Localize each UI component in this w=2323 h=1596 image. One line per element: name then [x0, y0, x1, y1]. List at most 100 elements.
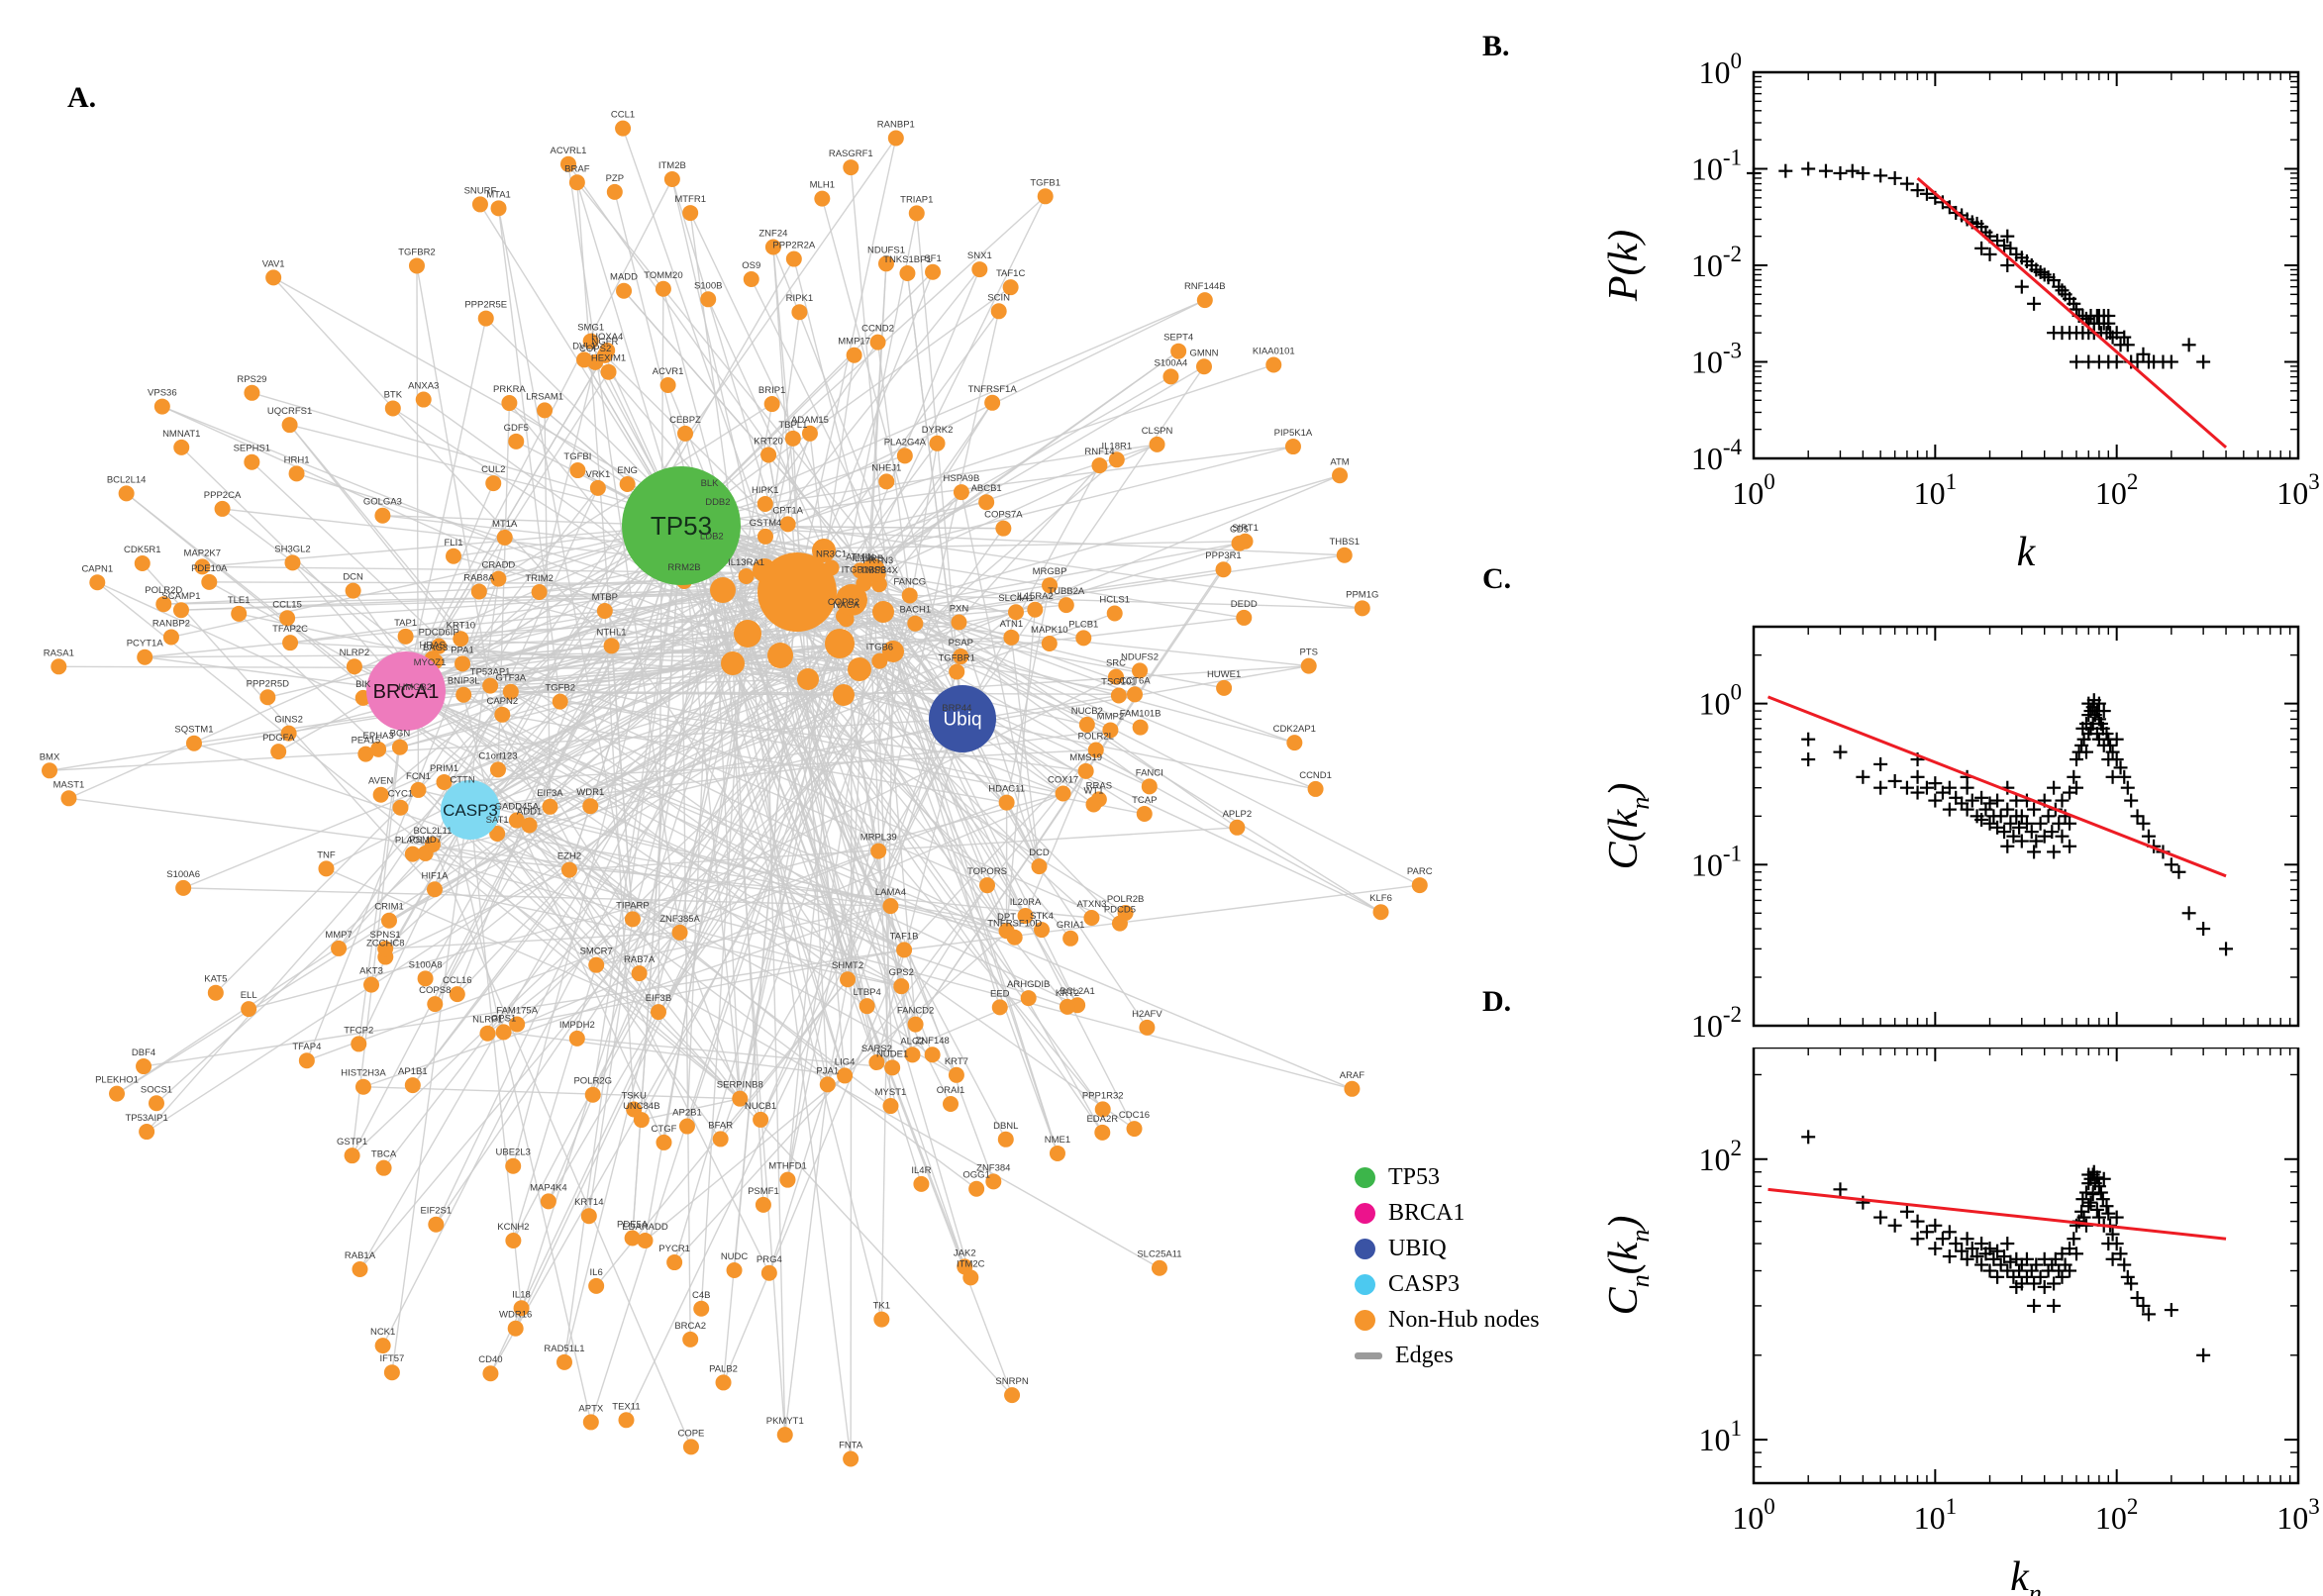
- node-label: IFT57: [379, 1353, 404, 1364]
- network-node: [877, 255, 894, 272]
- node-label: C4B: [692, 1290, 710, 1301]
- edge: [680, 446, 1294, 527]
- edge: [592, 525, 682, 1095]
- edge: [850, 599, 853, 1459]
- network-node: [896, 448, 913, 464]
- edge: [786, 643, 841, 1180]
- edge: [877, 311, 1000, 851]
- network-node: [201, 573, 218, 590]
- edge: [444, 748, 1096, 783]
- edge: [351, 690, 407, 1156]
- network-node: [678, 1118, 695, 1135]
- edge: [763, 569, 971, 1278]
- network-node: [943, 1096, 960, 1113]
- node-label: CRADD: [482, 560, 516, 571]
- node-label: GRIA1: [1057, 920, 1085, 931]
- tick-label: 10-2: [1691, 1002, 1742, 1044]
- node-label: ACVR1: [653, 366, 684, 377]
- node-label: APLP2: [1223, 809, 1253, 820]
- network-node: [869, 334, 886, 350]
- network-node: [372, 786, 389, 803]
- edge: [251, 461, 491, 687]
- network-node: [870, 843, 887, 859]
- node-label: EIF3B: [646, 993, 671, 1004]
- edge: [844, 884, 988, 1076]
- edge: [306, 801, 1007, 1061]
- network-node: [259, 689, 276, 706]
- node-label: LIG4: [835, 1056, 856, 1067]
- network-node: [978, 877, 995, 894]
- node-label: PDCD6IP: [419, 628, 459, 639]
- edge: [763, 569, 1071, 940]
- node-label: DPT: [997, 912, 1016, 923]
- network-node: [776, 1427, 793, 1444]
- edge: [405, 633, 749, 692]
- node-label: TAF1B: [890, 931, 919, 942]
- node-label: MAP2K7: [184, 548, 222, 558]
- node-label: GDF5: [504, 423, 529, 434]
- network-node: [415, 391, 432, 408]
- edge: [623, 290, 958, 672]
- node-label: SQSTM1: [174, 725, 213, 736]
- network-node: [843, 1450, 859, 1467]
- edge: [827, 979, 849, 1085]
- network-node: [241, 1001, 257, 1018]
- edge: [503, 792, 1063, 1034]
- network-node: [990, 303, 1007, 320]
- node-label: IL18R1: [1101, 441, 1132, 451]
- legend-item: CASP3: [1355, 1271, 1540, 1298]
- network-node: [738, 567, 755, 584]
- node-label: PDE5A: [617, 1219, 649, 1230]
- network-node: [162, 629, 179, 646]
- network-node: [560, 861, 577, 878]
- network-node: [1372, 904, 1389, 921]
- node-label: NDUFS1: [867, 245, 905, 255]
- edge: [145, 656, 407, 692]
- node-label: ARHGDIB: [1007, 979, 1050, 990]
- network-node: [556, 1353, 572, 1370]
- edge: [425, 721, 958, 854]
- network-node: [901, 587, 918, 604]
- node-label: JAK2: [954, 1247, 976, 1258]
- edge: [892, 458, 1118, 652]
- node-label: NME1: [1045, 1135, 1070, 1146]
- node-label: PPP2R5E: [464, 300, 507, 311]
- network-node: [791, 304, 808, 321]
- network-node: [109, 1085, 126, 1102]
- x-axis-label: k: [2017, 530, 2037, 575]
- edge: [272, 276, 853, 601]
- network-node: [779, 516, 796, 533]
- network-node: [479, 1025, 496, 1042]
- plot-frame: [1752, 1047, 2300, 1485]
- node-label: FANCG: [893, 576, 926, 587]
- network-node: [1229, 819, 1246, 836]
- node-label: S100B: [694, 280, 723, 291]
- network-core-node: [848, 657, 871, 681]
- node-label: ELL: [241, 990, 257, 1001]
- edge: [96, 581, 741, 1100]
- fit-line: [1916, 176, 2228, 449]
- network-node: [331, 940, 348, 956]
- network-core-node: [797, 668, 819, 690]
- edge: [866, 263, 887, 572]
- edge: [380, 633, 749, 796]
- network-node: [580, 1208, 597, 1225]
- node-label: GSTP1: [337, 1137, 367, 1147]
- network-core-node: [758, 552, 837, 632]
- edge: [639, 464, 1100, 974]
- tick-label: 100: [1732, 469, 1775, 511]
- network-node: [569, 462, 586, 479]
- network-node: [489, 825, 506, 842]
- node-label: PLAGL1: [395, 836, 431, 847]
- network-node: [887, 130, 904, 147]
- node-label: RIPK1: [786, 293, 813, 304]
- network-node: [1332, 467, 1349, 484]
- network-node: [1034, 922, 1051, 939]
- network-node: [505, 1157, 522, 1174]
- node-label: BRCA2: [674, 1321, 706, 1332]
- node-label: KRT2: [1056, 988, 1079, 999]
- network-node: [471, 196, 488, 213]
- edge: [960, 491, 1041, 867]
- edge: [683, 580, 846, 1076]
- node-label: CD40: [478, 1354, 502, 1365]
